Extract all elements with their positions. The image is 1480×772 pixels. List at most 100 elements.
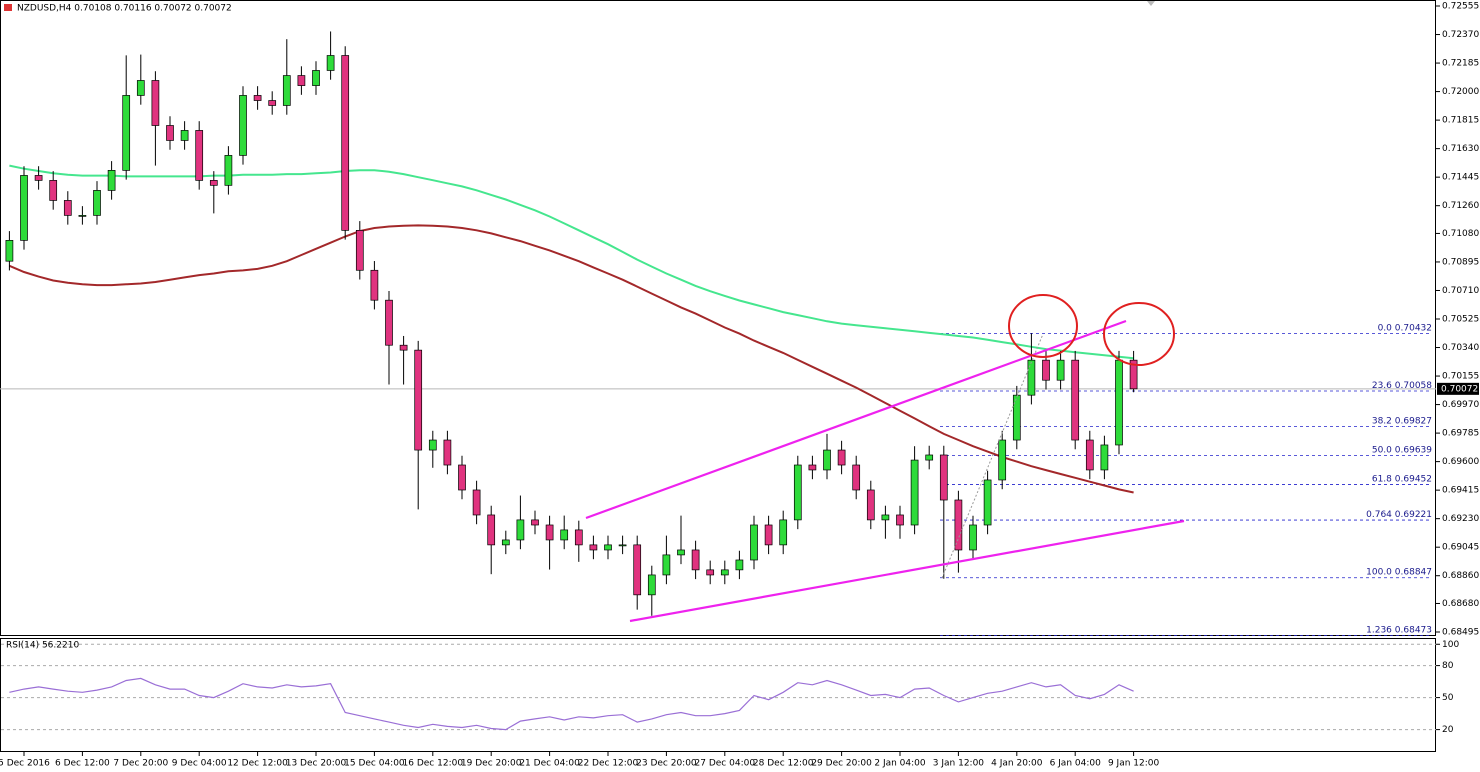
candle-body bbox=[662, 554, 671, 576]
y-tick-label: 0.71630 bbox=[1442, 144, 1479, 154]
rsi-pane-frame bbox=[0, 638, 1436, 752]
y-tick-label: 0.69600 bbox=[1442, 457, 1479, 467]
candle-body bbox=[282, 75, 291, 106]
candle-body bbox=[516, 519, 525, 541]
fib-label: 38.2 0.69827 bbox=[1372, 416, 1432, 426]
candle-body bbox=[268, 100, 277, 106]
candle-body bbox=[253, 95, 262, 101]
candle-body bbox=[341, 55, 350, 231]
candle-body bbox=[779, 519, 788, 546]
candle-body bbox=[808, 464, 817, 471]
candle-body bbox=[122, 95, 131, 171]
x-tick-label: 6 Dec 12:00 bbox=[55, 759, 110, 769]
x-tick-label: 21 Dec 04:00 bbox=[519, 759, 580, 769]
fib-ratio: 1.236 bbox=[1366, 625, 1392, 635]
y-tick-label: 50 bbox=[1442, 693, 1454, 703]
y-tick-label: 0.68860 bbox=[1442, 571, 1479, 581]
fib-ratio: 0.764 bbox=[1366, 510, 1392, 520]
candle-body bbox=[793, 464, 802, 521]
trend-line-lower bbox=[629, 519, 1185, 623]
fib-label: 23.6 0.70058 bbox=[1372, 381, 1432, 391]
x-tick-label: 2 Jan 04:00 bbox=[874, 759, 926, 769]
last-price-badge bbox=[1437, 382, 1479, 395]
candle-body bbox=[1012, 394, 1021, 441]
fib-price: 0.69639 bbox=[1395, 445, 1432, 455]
candle-body bbox=[983, 479, 992, 526]
fib-price: 0.69827 bbox=[1395, 416, 1432, 426]
x-tick-label: 22 Dec 12:00 bbox=[578, 759, 639, 769]
candle-body bbox=[764, 524, 773, 546]
fib-price: 0.70432 bbox=[1395, 323, 1432, 333]
candle-body bbox=[107, 170, 116, 191]
y-tick-label: 100 bbox=[1442, 640, 1459, 650]
candle-body bbox=[560, 529, 569, 541]
candle-body bbox=[954, 499, 963, 551]
candle-body bbox=[166, 125, 174, 141]
y-tick-label: 0.71260 bbox=[1442, 201, 1479, 211]
x-tick-label: 6 Jan 04:00 bbox=[1050, 759, 1102, 769]
y-tick-label: 0.70340 bbox=[1442, 343, 1479, 353]
candle-body bbox=[297, 75, 306, 86]
candle-body bbox=[998, 439, 1007, 481]
x-tick-label: 13 Dec 20:00 bbox=[286, 759, 347, 769]
x-tick-label: 23 Dec 20:00 bbox=[636, 759, 697, 769]
candle-body bbox=[151, 80, 160, 126]
fib-ratio: 100.0 bbox=[1366, 567, 1392, 577]
y-tick-label: 0.71080 bbox=[1442, 229, 1479, 239]
candle-body bbox=[443, 439, 452, 466]
candle-body bbox=[136, 80, 145, 96]
fib-ratio: 61.8 bbox=[1372, 474, 1392, 484]
x-tick-label: 9 Jan 12:00 bbox=[1108, 759, 1160, 769]
y-tick-label: 0.72555 bbox=[1442, 2, 1479, 12]
candle-body bbox=[1027, 359, 1036, 396]
x-tick-label: 15 Dec 04:00 bbox=[344, 759, 405, 769]
candle-body bbox=[837, 449, 846, 466]
fib-ratio: 23.6 bbox=[1372, 381, 1392, 391]
candle-body bbox=[1042, 359, 1050, 381]
candle-body bbox=[428, 439, 437, 451]
candle-body bbox=[1071, 359, 1080, 441]
fib-ratio: 50.0 bbox=[1372, 445, 1392, 455]
y-tick-label: 0.69970 bbox=[1442, 400, 1479, 410]
candle-body bbox=[939, 454, 948, 501]
candle-body bbox=[414, 349, 423, 451]
y-tick-label: 0.68680 bbox=[1442, 599, 1479, 609]
candle-body bbox=[677, 549, 685, 556]
x-tick-label: 28 Dec 12:00 bbox=[753, 759, 814, 769]
x-tick-label: 12 Dec 12:00 bbox=[227, 759, 288, 769]
x-tick-label: 29 Dec 20:00 bbox=[811, 759, 872, 769]
candle-body bbox=[852, 464, 861, 491]
x-tick-label: 5 Dec 2016 bbox=[0, 759, 50, 769]
rsi-line bbox=[9, 677, 1134, 731]
x-tick-label: 19 Dec 20:00 bbox=[461, 759, 522, 769]
candle-body bbox=[1115, 359, 1123, 446]
x-tick-label: 3 Jan 12:00 bbox=[933, 759, 985, 769]
fib-ratio: 38.2 bbox=[1372, 416, 1392, 426]
candle-body bbox=[209, 180, 218, 186]
y-tick-label: 0.68495 bbox=[1442, 627, 1479, 637]
candle-body bbox=[472, 489, 481, 516]
y-tick-label: 0.72370 bbox=[1442, 30, 1479, 40]
highlight-circle bbox=[1008, 294, 1078, 358]
y-tick-label: 0.70155 bbox=[1442, 372, 1479, 382]
candle-body bbox=[604, 544, 612, 551]
y-tick-label: 0.72000 bbox=[1442, 87, 1479, 97]
candle-body bbox=[49, 180, 58, 201]
fib-label: 0.764 0.69221 bbox=[1366, 510, 1432, 520]
candle-body bbox=[633, 544, 642, 596]
highlight-circle bbox=[1103, 302, 1175, 366]
fib-price: 0.68473 bbox=[1395, 625, 1432, 635]
candle-body bbox=[63, 200, 72, 216]
candle-body bbox=[312, 70, 320, 86]
candle-body bbox=[1056, 359, 1065, 381]
candle-body bbox=[487, 514, 496, 546]
x-tick-label: 7 Dec 20:00 bbox=[113, 759, 168, 769]
candle-body bbox=[20, 175, 28, 241]
candle-body bbox=[224, 155, 233, 186]
shift-marker bbox=[1147, 1, 1155, 6]
y-tick-label: 0.70525 bbox=[1442, 315, 1479, 325]
y-tick-label: 0.71815 bbox=[1442, 116, 1479, 126]
y-tick-label: 0.71445 bbox=[1442, 173, 1479, 183]
y-tick-label: 0.69230 bbox=[1442, 514, 1479, 524]
